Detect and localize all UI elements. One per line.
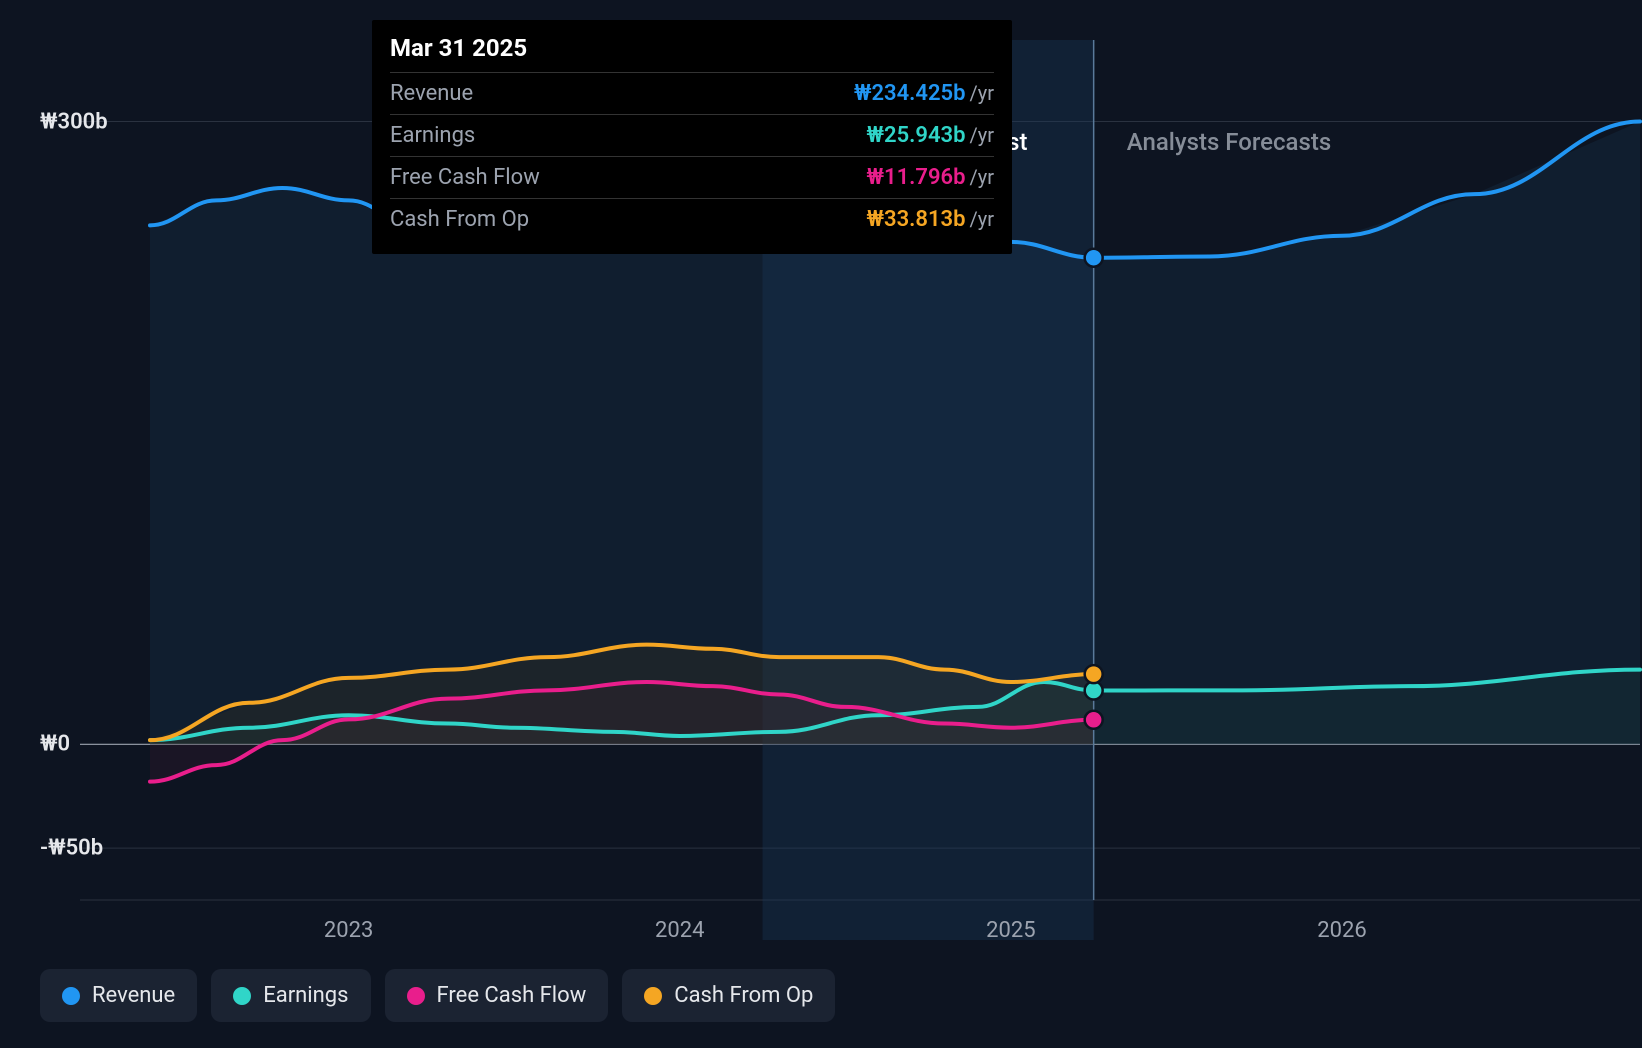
tooltip-row-value: ₩33.813b: [867, 207, 966, 232]
tooltip-row-suffix: /yr: [970, 123, 995, 147]
legend-dot-icon: [644, 987, 662, 1005]
legend-item-cfo[interactable]: Cash From Op: [622, 969, 835, 1022]
y-axis-tick-label: ₩300b: [40, 109, 108, 134]
tooltip-row-value: ₩234.425b: [854, 81, 966, 106]
legend-label: Cash From Op: [674, 983, 813, 1008]
legend-label: Free Cash Flow: [437, 983, 587, 1008]
tooltip-row-label: Free Cash Flow: [390, 165, 540, 190]
tooltip-row-value: ₩25.943b: [867, 123, 966, 148]
tooltip: Mar 31 2025 Revenue ₩234.425b/yr Earnings ₩…: [372, 20, 1012, 254]
tooltip-row: Revenue ₩234.425b/yr: [390, 72, 994, 114]
tooltip-row-label: Revenue: [390, 81, 473, 106]
legend: Revenue Earnings Free Cash Flow Cash From O…: [40, 969, 835, 1022]
x-axis-tick-label: 2023: [324, 918, 373, 943]
tooltip-row-value: ₩11.796b: [867, 165, 966, 190]
tooltip-row-label: Earnings: [390, 123, 475, 148]
tooltip-row-suffix: /yr: [970, 81, 995, 105]
tooltip-row-label: Cash From Op: [390, 207, 529, 232]
tooltip-row: Free Cash Flow ₩11.796b/yr: [390, 156, 994, 198]
legend-label: Earnings: [263, 983, 348, 1008]
legend-dot-icon: [233, 987, 251, 1005]
y-axis-tick-label: -₩50b: [40, 836, 103, 861]
legend-dot-icon: [407, 987, 425, 1005]
tooltip-date: Mar 31 2025: [390, 34, 994, 72]
x-axis-tick-label: 2025: [986, 918, 1035, 943]
tooltip-row: Cash From Op ₩33.813b/yr: [390, 198, 994, 240]
x-axis-tick-label: 2026: [1317, 918, 1366, 943]
legend-item-revenue[interactable]: Revenue: [40, 969, 197, 1022]
legend-label: Revenue: [92, 983, 175, 1008]
tooltip-row-suffix: /yr: [970, 207, 995, 231]
legend-item-earnings[interactable]: Earnings: [211, 969, 370, 1022]
tooltip-row-suffix: /yr: [970, 165, 995, 189]
legend-dot-icon: [62, 987, 80, 1005]
y-axis-tick-label: ₩0: [40, 732, 70, 757]
x-axis-tick-label: 2024: [655, 918, 704, 943]
legend-item-fcf[interactable]: Free Cash Flow: [385, 969, 609, 1022]
tooltip-row: Earnings ₩25.943b/yr: [390, 114, 994, 156]
forecast-label: Analysts Forecasts: [1127, 128, 1331, 156]
